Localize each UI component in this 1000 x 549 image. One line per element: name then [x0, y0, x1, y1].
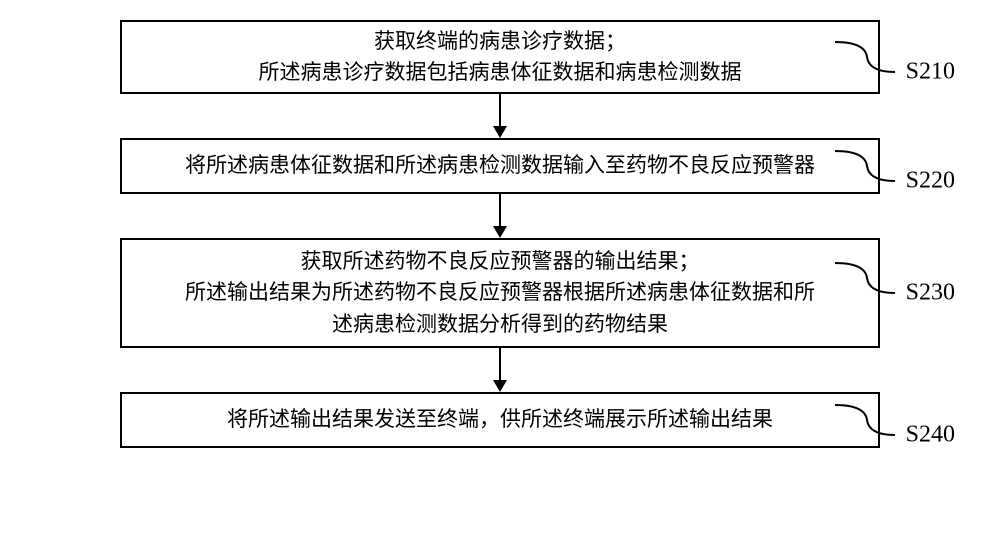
connector-curve-2 — [835, 146, 895, 186]
box-text: 获取所述药物不良反应预警器的输出结果； — [301, 246, 700, 278]
arrow-icon — [490, 194, 510, 238]
step-wrap-2: 将所述病患体征数据和所述病患检测数据输入至药物不良反应预警器 S220 — [60, 138, 940, 194]
box-text: 所述输出结果为所述药物不良反应预警器根据所述病患体征数据和所 — [185, 277, 815, 309]
connector-curve-4 — [835, 400, 895, 440]
box-text: 将所述病患体征数据和所述病患检测数据输入至药物不良反应预警器 — [185, 150, 815, 182]
flow-box-s240: 将所述输出结果发送至终端，供所述终端展示所述输出结果 — [120, 392, 880, 448]
arrow-2 — [60, 194, 940, 238]
step-label-s220: S220 — [906, 168, 955, 195]
step-wrap-4: 将所述输出结果发送至终端，供所述终端展示所述输出结果 S240 — [60, 392, 940, 448]
connector-curve-1 — [835, 37, 895, 77]
flow-box-s210: 获取终端的病患诊疗数据； 所述病患诊疗数据包括病患体征数据和病患检测数据 — [120, 20, 880, 94]
box-text: 述病患检测数据分析得到的药物结果 — [332, 309, 668, 341]
arrow-icon — [490, 94, 510, 138]
flow-box-s230: 获取所述药物不良反应预警器的输出结果； 所述输出结果为所述药物不良反应预警器根据… — [120, 238, 880, 348]
step-label-s240: S240 — [906, 422, 955, 449]
step-wrap-3: 获取所述药物不良反应预警器的输出结果； 所述输出结果为所述药物不良反应预警器根据… — [60, 238, 940, 348]
flow-box-s220: 将所述病患体征数据和所述病患检测数据输入至药物不良反应预警器 — [120, 138, 880, 194]
step-wrap-1: 获取终端的病患诊疗数据； 所述病患诊疗数据包括病患体征数据和病患检测数据 S21… — [60, 20, 940, 94]
arrow-1 — [60, 94, 940, 138]
connector-curve-3 — [835, 258, 895, 298]
arrow-3 — [60, 348, 940, 392]
step-label-s230: S230 — [906, 280, 955, 307]
arrow-icon — [490, 348, 510, 392]
box-text: 获取终端的病患诊疗数据； — [374, 26, 626, 58]
flowchart-container: 获取终端的病患诊疗数据； 所述病患诊疗数据包括病患体征数据和病患检测数据 S21… — [60, 20, 940, 448]
box-text: 将所述输出结果发送至终端，供所述终端展示所述输出结果 — [227, 404, 773, 436]
box-text: 所述病患诊疗数据包括病患体征数据和病患检测数据 — [259, 57, 742, 89]
step-label-s210: S210 — [906, 59, 955, 86]
